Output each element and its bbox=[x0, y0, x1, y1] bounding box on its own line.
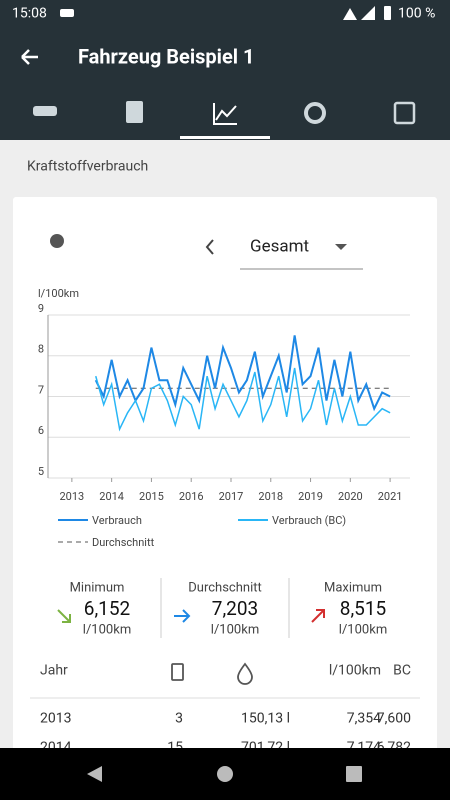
min-arrow bbox=[57, 609, 71, 623]
table-cell: 3 bbox=[175, 711, 183, 727]
x-tick-label: 2016 bbox=[179, 490, 204, 503]
stat-unit: l/100km bbox=[211, 622, 259, 637]
tab-calendar[interactable] bbox=[393, 101, 416, 125]
x-tick-label: 2020 bbox=[338, 490, 363, 503]
section-title: Kraftstoffverbrauch bbox=[27, 159, 148, 175]
stats: Minimum 6,152 l/100km Durchschnitt 7,203 l/10… bbox=[70, 580, 388, 637]
tab-documents[interactable] bbox=[126, 101, 143, 123]
table-cell: 7,354 bbox=[347, 711, 381, 727]
table-cell: 7,600 bbox=[377, 711, 411, 727]
nav-recents[interactable] bbox=[346, 766, 362, 782]
x-tick-label: 2021 bbox=[378, 490, 403, 503]
network-icon bbox=[361, 6, 375, 20]
max-arrow bbox=[311, 609, 325, 623]
stat-value: 6,152 bbox=[84, 597, 130, 620]
app-title: Fahrzeug Beispiel 1 bbox=[78, 44, 255, 68]
dropdown-arrow[interactable] bbox=[335, 244, 347, 250]
y-tick-label: 6 bbox=[38, 424, 44, 437]
battery-icon bbox=[384, 6, 391, 20]
y-axis-label: l/100km bbox=[38, 287, 79, 300]
signal-icon bbox=[343, 8, 357, 20]
header-bc: BC bbox=[393, 663, 411, 679]
x-tick-label: 2019 bbox=[298, 490, 323, 503]
nav-home[interactable] bbox=[217, 766, 233, 782]
x-tick-label: 2017 bbox=[219, 490, 244, 503]
stat-label: Durchschnitt bbox=[188, 580, 261, 595]
stat-unit: l/100km bbox=[83, 622, 131, 637]
car-status-icon bbox=[60, 9, 74, 17]
header-consumption: l/100km bbox=[329, 663, 381, 679]
series-line bbox=[94, 335, 391, 412]
legend-label: Verbrauch (BC) bbox=[272, 514, 346, 527]
chart: 5 6 7 8 9 2013 2014 2015 2016 2017 2018 2019 2020 202… bbox=[38, 302, 410, 549]
y-tick-label: 9 bbox=[38, 302, 44, 315]
table-cell: 150,13 l bbox=[241, 711, 290, 727]
tab-costs[interactable] bbox=[304, 102, 326, 124]
stat-label: Minimum bbox=[70, 580, 125, 595]
status-battery: 100 % bbox=[398, 6, 435, 22]
avg-arrow bbox=[174, 609, 191, 623]
tab-bar bbox=[33, 101, 416, 139]
previous-button[interactable] bbox=[205, 239, 214, 255]
status-time: 15:08 bbox=[12, 6, 47, 22]
fuel-icon bbox=[171, 663, 184, 681]
y-tick-label: 7 bbox=[38, 383, 44, 396]
tab-indicator bbox=[180, 136, 270, 139]
series-line bbox=[95, 367, 391, 432]
x-tick-label: 2014 bbox=[99, 490, 124, 503]
stat-value: 8,515 bbox=[340, 597, 386, 620]
drop-icon bbox=[237, 662, 253, 685]
nav-back[interactable] bbox=[87, 766, 102, 782]
x-tick-label: 2018 bbox=[258, 490, 283, 503]
settings-icon[interactable] bbox=[50, 234, 64, 248]
x-tick-label: 2013 bbox=[60, 490, 85, 503]
tab-statistics[interactable] bbox=[213, 103, 237, 125]
table-cell: 2013 bbox=[40, 711, 71, 727]
header-year: Jahr bbox=[40, 663, 68, 679]
y-tick-label: 8 bbox=[38, 343, 44, 356]
y-tick-label: 5 bbox=[38, 465, 44, 478]
legend-label: Durchschnitt bbox=[92, 536, 155, 549]
tab-vehicle[interactable] bbox=[33, 106, 57, 116]
legend-label: Verbrauch bbox=[92, 514, 142, 527]
stat-label: Maximum bbox=[324, 580, 382, 595]
filter-select[interactable]: Gesamt bbox=[250, 236, 309, 256]
app-bar-bg bbox=[0, 0, 450, 140]
stat-value: 7,203 bbox=[212, 597, 258, 620]
stat-unit: l/100km bbox=[339, 622, 387, 637]
back-button[interactable] bbox=[21, 49, 38, 65]
card bbox=[13, 197, 437, 757]
x-tick-label: 2015 bbox=[139, 490, 164, 503]
